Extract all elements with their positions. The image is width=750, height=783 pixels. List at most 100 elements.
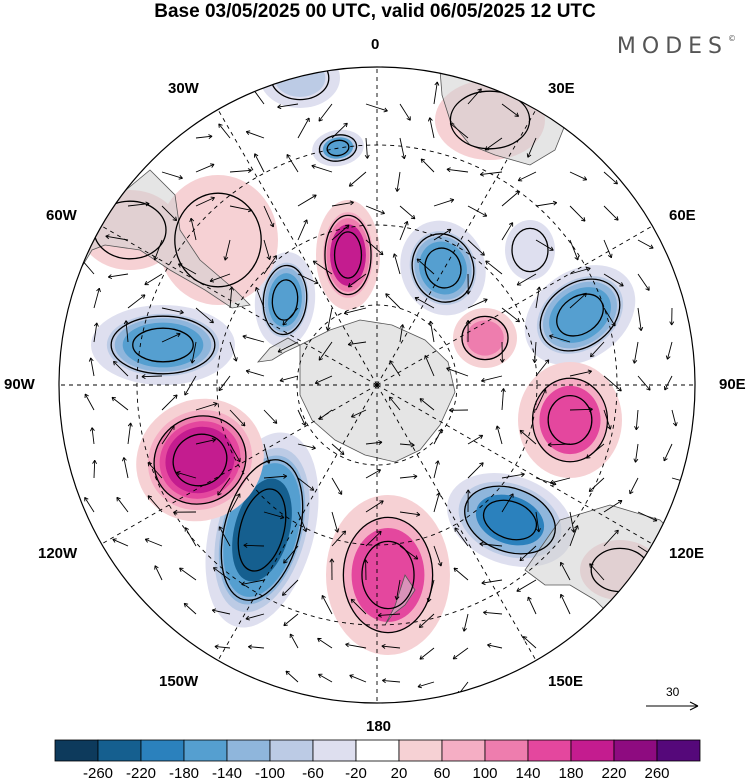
- contour-line: [333, 231, 363, 279]
- wind-arrow: [321, 595, 333, 615]
- wind-arrow: [195, 163, 215, 173]
- wind-arrow: [331, 477, 343, 495]
- wind-arrow: [589, 341, 605, 358]
- colorbar-swatch: [613, 739, 658, 762]
- wind-arrow: [229, 341, 238, 362]
- wind-arrow: [297, 117, 310, 139]
- colorbar-tick-label: 20: [390, 765, 408, 782]
- wind-arrow: [363, 559, 369, 581]
- colorbar-swatch: [54, 739, 99, 762]
- wind-arrow: [331, 200, 354, 207]
- wind-arrow: [153, 239, 163, 261]
- wind-arrow: [365, 440, 383, 445]
- wind-arrow: [189, 217, 197, 241]
- wind-arrow: [144, 538, 163, 547]
- wind-arrow: [377, 612, 401, 618]
- contour-line: [271, 279, 299, 321]
- wind-arrow: [331, 511, 340, 533]
- wind-arrow: [569, 525, 579, 547]
- meridians: [59, 67, 695, 703]
- anomaly-band: [511, 228, 549, 272]
- wind-arrow: [127, 201, 150, 207]
- wind-arrow: [465, 489, 471, 513]
- wind-arrow: [365, 103, 388, 113]
- wind-arrow: [559, 593, 571, 615]
- contour-line: [424, 247, 462, 289]
- wind-arrow: [516, 579, 537, 592]
- meridian-line: [216, 107, 378, 386]
- lon-label-60w: 60W: [46, 207, 77, 224]
- wind-arrow: [588, 477, 605, 492]
- anomaly-band: [475, 494, 545, 546]
- contour-line: [411, 233, 475, 303]
- anomaly-band: [466, 320, 504, 356]
- anomaly-high-c12: [136, 398, 264, 522]
- colorbar-swatch: [97, 739, 142, 762]
- wind-arrow: [318, 341, 333, 361]
- modes-logo-text: MODES: [616, 34, 728, 59]
- wind-arrow: [347, 273, 367, 288]
- wind-arrow: [245, 613, 265, 621]
- wind-arrow: [467, 88, 482, 105]
- wind-arrow: [669, 307, 675, 326]
- wind-arrow: [263, 511, 285, 520]
- wind-arrow: [211, 608, 231, 615]
- wind-arrow: [603, 171, 618, 185]
- contour-line: [539, 278, 621, 352]
- wind-arrow: [569, 292, 587, 309]
- contour-line: [172, 433, 228, 487]
- wind-arrow: [483, 610, 503, 616]
- wind-arrow: [214, 644, 231, 650]
- wind-arrow: [311, 164, 333, 173]
- wind-arrow: [177, 263, 197, 275]
- wind-arrow: [569, 511, 576, 533]
- wind-arrow: [465, 320, 471, 343]
- wind-arrow: [349, 674, 367, 683]
- wind-arrow: [84, 393, 95, 411]
- wind-arrow: [107, 273, 129, 280]
- wind-arrow: [223, 239, 231, 261]
- wind-arrow: [112, 360, 129, 377]
- wind-arrow: [399, 545, 419, 560]
- wind-arrow: [263, 239, 272, 260]
- contour-line: [464, 485, 556, 555]
- wind-arrow: [519, 429, 537, 445]
- wind-arrow: [603, 409, 612, 430]
- wind-arrow: [522, 636, 537, 649]
- wind-arrow: [633, 443, 639, 463]
- contour-line: [361, 540, 415, 610]
- anomaly-band: [232, 478, 292, 582]
- wind-arrow: [297, 219, 308, 241]
- wind-arrow: [286, 154, 299, 173]
- colorbar-swatch: [312, 739, 357, 762]
- wind-arrow: [297, 409, 307, 426]
- meridian-line: [376, 384, 538, 663]
- wind-arrow: [632, 341, 639, 364]
- colorbar-tick-label: -60: [302, 765, 324, 782]
- wind-arrow: [479, 171, 503, 177]
- wind-arrow: [161, 171, 183, 180]
- wind-arrow: [283, 613, 299, 627]
- wind-arrow: [179, 567, 197, 581]
- wind-arrow: [365, 205, 385, 215]
- colorbar-tick-label: 100: [472, 765, 498, 782]
- wind-arrow: [279, 375, 299, 383]
- wind-arrow: [454, 527, 469, 547]
- colorbar-swatch: [398, 739, 443, 762]
- contour-line: [556, 293, 604, 337]
- wind-arrow: [283, 545, 299, 564]
- contour-line: [220, 459, 304, 601]
- wind-arrow: [419, 647, 435, 660]
- colorbar-tick-label: -20: [345, 765, 367, 782]
- wind-arrow: [365, 500, 384, 513]
- wind-arrow: [637, 307, 644, 332]
- wind-arrow: [389, 360, 401, 377]
- wind-arrow: [381, 643, 401, 649]
- wind-arrow: [209, 273, 231, 283]
- wind-arrow: [285, 670, 299, 683]
- wind-arrow: [589, 563, 605, 581]
- colorbar-tick-label: -220: [125, 765, 157, 782]
- colorbar-tick-label: 220: [601, 765, 627, 782]
- wind-arrow: [245, 369, 265, 377]
- contour-line: [237, 488, 287, 572]
